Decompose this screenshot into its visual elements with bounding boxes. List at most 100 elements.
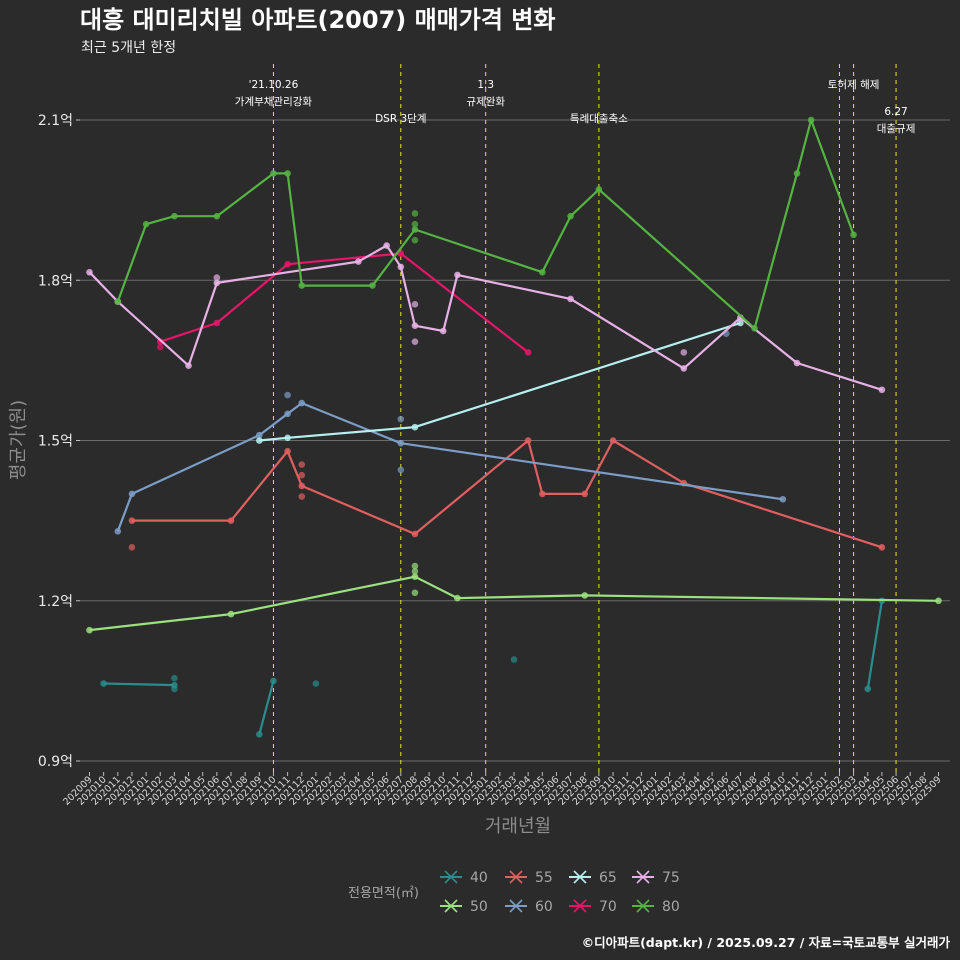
y-tick-label: 0.9억 [38, 754, 73, 770]
legend: 전용면적(㎡) 40 50 55 60 65 70 75 80 [348, 870, 680, 915]
data-point [298, 399, 306, 407]
data-point [411, 226, 419, 233]
legend-key-cross [636, 870, 650, 884]
data-point [255, 730, 263, 738]
data-point [185, 362, 192, 370]
legend-item-55: 55 [505, 870, 553, 886]
data-point [114, 298, 122, 305]
data-point [411, 530, 419, 538]
legend-label: 70 [599, 899, 617, 915]
data-point [439, 327, 447, 335]
event-label: DSR 3단계 [375, 113, 426, 125]
data-point [284, 410, 291, 418]
legend-item-40: 40 [440, 870, 488, 886]
legend-label: 60 [535, 899, 553, 915]
y-axis-ticks: 0.9억 1.2억 1.5억 1.8억 2.1억 [38, 113, 80, 770]
data-point [270, 170, 277, 177]
data-point [128, 490, 136, 498]
data-point [411, 236, 419, 244]
event-label: 토허제 해제 [828, 78, 880, 91]
data-point [539, 268, 546, 276]
data-point [680, 365, 688, 372]
legend-title: 전용면적(㎡) [348, 886, 419, 901]
data-point [807, 116, 815, 124]
series-65 [255, 319, 744, 444]
legend-label: 75 [662, 870, 680, 886]
data-point [680, 349, 688, 356]
series-70 [156, 250, 532, 356]
data-point [86, 268, 93, 276]
legend-key-cross [509, 870, 523, 884]
series-line [116, 118, 855, 330]
event-label: 가계부채관리강화 [235, 96, 313, 108]
data-point [793, 170, 801, 177]
data-point [411, 300, 419, 308]
y-axis-title: 평균가(원) [8, 400, 29, 480]
data-point [411, 338, 419, 345]
data-point [284, 170, 291, 177]
data-point [595, 186, 603, 193]
plot-panel [80, 64, 950, 772]
series-80 [114, 116, 857, 332]
data-point [156, 343, 164, 351]
series-40 [100, 597, 886, 738]
data-point [581, 592, 589, 599]
legend-label: 80 [662, 899, 680, 915]
y-tick-label: 2.1억 [38, 113, 73, 129]
series-layer [86, 116, 942, 738]
data-point [227, 610, 235, 618]
event-label: '21.10.26 [249, 79, 299, 91]
chart-title: 대흥 대미리치빌 아파트(2007) 매매가격 변화 [80, 6, 555, 34]
data-point [567, 295, 574, 303]
series-50 [86, 562, 942, 634]
data-point [864, 685, 872, 693]
data-point [609, 437, 617, 444]
series-75 [86, 242, 886, 394]
event-label: 특례대출축소 [570, 113, 628, 125]
data-point [397, 439, 405, 447]
legend-item-80: 80 [632, 899, 680, 915]
data-point [454, 271, 461, 279]
data-point [284, 391, 291, 399]
data-point [369, 282, 376, 289]
legend-label: 55 [535, 870, 553, 886]
data-point [878, 544, 886, 551]
data-point [878, 386, 886, 394]
data-point [213, 274, 221, 281]
data-point [312, 680, 320, 687]
data-point [411, 322, 419, 329]
x-axis-ticks: 2020092020102020112020122021012021022021… [61, 772, 944, 808]
legend-item-50: 50 [440, 899, 488, 915]
data-point [298, 482, 306, 490]
series-line [866, 600, 883, 690]
data-point [850, 231, 857, 239]
chart-subtitle: 최근 5개년 한정 [81, 40, 176, 56]
data-point [793, 359, 801, 367]
series-line [258, 680, 275, 735]
data-point [128, 544, 136, 551]
legend-label: 50 [470, 899, 488, 915]
data-point [213, 279, 221, 287]
data-point [114, 528, 122, 535]
data-point [411, 562, 419, 570]
data-point [737, 319, 744, 327]
series-line [259, 321, 741, 442]
data-point [383, 242, 390, 249]
data-point [751, 325, 758, 332]
legend-item-65: 65 [569, 870, 617, 886]
series-line [89, 575, 939, 632]
data-point [539, 490, 546, 498]
data-point [411, 423, 419, 431]
legend-label: 40 [470, 870, 488, 886]
data-point [454, 594, 461, 602]
data-point [100, 680, 107, 687]
legend-item-60: 60 [505, 899, 553, 915]
y-tick-label: 1.5억 [38, 434, 73, 450]
event-label: 대출규제 [877, 123, 916, 135]
data-point [284, 260, 291, 268]
data-point [411, 589, 419, 597]
data-point [156, 338, 164, 345]
data-point [255, 431, 263, 439]
